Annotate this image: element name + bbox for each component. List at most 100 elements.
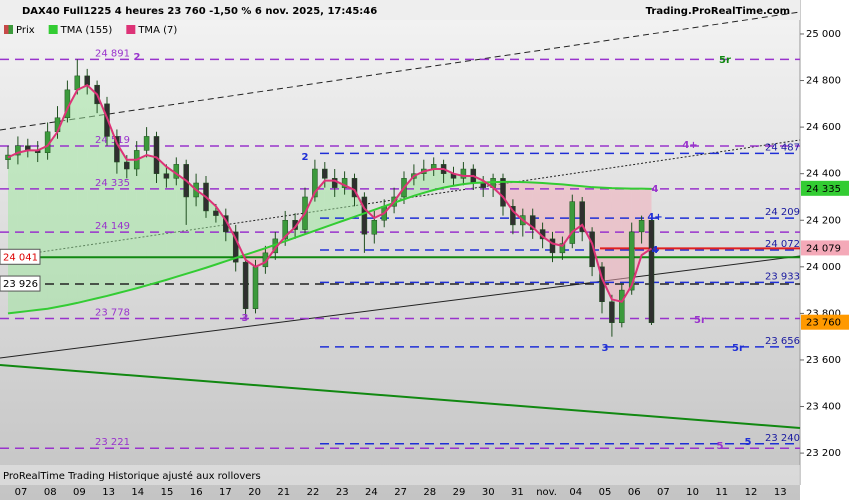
y-tick-label: 24 600 bbox=[806, 122, 841, 133]
ma-cloud bbox=[611, 188, 622, 302]
wave-label: 5 bbox=[745, 437, 752, 448]
y-tick-label: 24 000 bbox=[806, 262, 841, 273]
candle-body bbox=[242, 261, 249, 309]
wave-label: 4+ bbox=[647, 212, 662, 223]
candle-body bbox=[331, 178, 338, 188]
ma-cloud bbox=[57, 108, 68, 307]
x-tick-label: 15 bbox=[161, 487, 174, 498]
candle-body bbox=[163, 173, 170, 179]
candle-body bbox=[74, 75, 81, 91]
wave-label: 5r bbox=[719, 55, 731, 66]
trend-line bbox=[0, 11, 801, 131]
ma-cloud bbox=[67, 89, 78, 306]
level-label: 24 041 bbox=[3, 252, 38, 263]
wave-label: 4+ bbox=[682, 140, 697, 151]
legend-label: Prix bbox=[16, 25, 35, 36]
candle-body bbox=[579, 201, 585, 233]
y-tick-label: 24 400 bbox=[806, 169, 841, 180]
level-label: 24 079 bbox=[806, 243, 841, 254]
x-tick-label: 13 bbox=[102, 487, 115, 498]
level-label: 24 335 bbox=[95, 178, 130, 189]
trend-line bbox=[0, 364, 801, 429]
candle-body bbox=[232, 231, 239, 263]
legend-label: TMA (7) bbox=[137, 25, 177, 36]
level-label: 23 221 bbox=[95, 437, 130, 448]
level-label: 24 519 bbox=[95, 135, 130, 146]
wave-label: 5r bbox=[732, 343, 744, 354]
ma-cloud bbox=[17, 150, 28, 313]
y-tick-label: 23 800 bbox=[806, 308, 841, 319]
y-tick-label: 23 400 bbox=[806, 402, 841, 413]
source: Trading.ProRealTime.com bbox=[646, 6, 790, 17]
trend-line bbox=[0, 255, 801, 359]
candle-body bbox=[648, 220, 655, 323]
ma-cloud bbox=[8, 152, 18, 314]
ma-cloud bbox=[37, 145, 48, 310]
candle-body bbox=[638, 220, 645, 233]
level-box bbox=[0, 275, 41, 292]
candle-body bbox=[510, 206, 516, 226]
x-tick-label: 29 bbox=[453, 487, 466, 498]
footer: ProRealTime Trading Historique ajusté au… bbox=[3, 470, 261, 482]
x-tick-label: 12 bbox=[745, 487, 758, 498]
candle-body bbox=[361, 196, 368, 235]
ma-cloud bbox=[324, 180, 335, 228]
ma-cloud bbox=[146, 155, 157, 286]
candle-body bbox=[549, 238, 556, 254]
wave-label: 3 bbox=[242, 313, 249, 324]
candle-body bbox=[84, 75, 90, 86]
x-tick-label: 27 bbox=[394, 487, 407, 498]
ma-cloud bbox=[552, 183, 563, 246]
x-tick-label: 11 bbox=[715, 487, 728, 498]
y-tick-label: 23 600 bbox=[806, 355, 841, 366]
ma-cloud bbox=[27, 150, 38, 312]
level-label: 24 149 bbox=[95, 221, 130, 232]
x-tick-label: 20 bbox=[248, 487, 261, 498]
x-tick-label: 04 bbox=[569, 487, 582, 498]
legend-swatch bbox=[48, 25, 58, 34]
y-tick-label: 25 000 bbox=[806, 29, 841, 40]
ma-cloud bbox=[47, 131, 58, 309]
x-tick-label: 08 bbox=[44, 487, 57, 498]
header-bar bbox=[0, 0, 800, 20]
ma-cloud bbox=[245, 251, 256, 267]
level-label: 24 209 bbox=[765, 207, 800, 218]
level-label: 24 891 bbox=[95, 48, 130, 59]
candle-body bbox=[153, 136, 160, 174]
moving-average bbox=[7, 180, 652, 315]
axis-marker-label: 24 335 bbox=[806, 184, 841, 195]
axis-marker bbox=[801, 180, 849, 196]
candle-body bbox=[500, 178, 506, 207]
candle-body bbox=[559, 243, 566, 254]
legend-swatch bbox=[4, 25, 9, 34]
ma-cloud bbox=[334, 180, 345, 224]
ma-cloud bbox=[136, 155, 147, 289]
axis-marker-label: 23 760 bbox=[806, 318, 841, 329]
x-tick-label: 21 bbox=[277, 487, 290, 498]
y-tick-label: 24 200 bbox=[806, 215, 841, 226]
level-label: 23 656 bbox=[765, 336, 800, 347]
ma-cloud bbox=[423, 169, 434, 193]
level-label: 23 240 bbox=[765, 433, 800, 444]
wave-label: 4 bbox=[652, 184, 659, 195]
x-tick-label: 10 bbox=[686, 487, 699, 498]
ma-cloud bbox=[77, 85, 88, 303]
candle-body bbox=[322, 168, 328, 179]
candle-body bbox=[619, 289, 625, 323]
candle-body bbox=[609, 301, 615, 323]
candle-body bbox=[529, 215, 536, 230]
moving-average bbox=[7, 84, 653, 303]
ma-cloud bbox=[176, 173, 187, 277]
x-tick-label: 14 bbox=[131, 487, 144, 498]
x-tick-label: 17 bbox=[219, 487, 232, 498]
x-tick-label: 07 bbox=[15, 487, 28, 498]
wave-label: 5r bbox=[694, 315, 706, 326]
level-label: 24 487 bbox=[765, 142, 800, 153]
legend-label: TMA (155) bbox=[60, 25, 113, 36]
candle-body bbox=[252, 266, 259, 309]
candle-body bbox=[569, 201, 576, 244]
ma-cloud bbox=[97, 94, 107, 299]
candle-body bbox=[15, 145, 21, 156]
ma-cloud bbox=[87, 85, 98, 301]
